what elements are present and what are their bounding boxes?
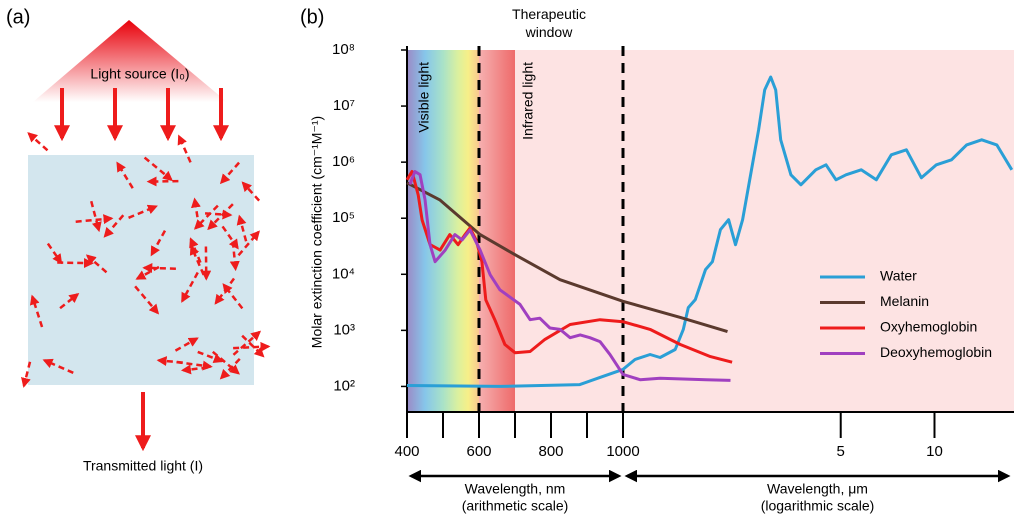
scatter-path [211,350,240,375]
x-tick-label: 5 [837,443,845,460]
scatter-path [116,161,134,189]
scatter-path [21,361,32,388]
scatter-path [134,285,160,315]
scatter-path [221,225,239,250]
series-line [406,181,728,334]
scatter-path [233,341,271,352]
scatter-path [103,214,125,238]
scatter-path [189,244,205,276]
scatter-path [229,241,240,272]
band [479,50,515,412]
scatter-path [232,330,262,356]
x-tick-label: 10 [926,443,943,460]
scatter-path [150,230,167,257]
x-tick-label: 800 [538,443,563,460]
scatter-path [189,237,202,264]
y-tick-label: 10⁷ [333,97,355,114]
scatter-path [57,258,95,269]
window-label: Therapeutic window [512,6,586,40]
scatter-path [75,214,114,225]
y-tick-label: 10⁴ [332,265,355,282]
scatter-path [204,209,233,220]
scatter-path [190,197,201,228]
panel-label: (b) [300,6,324,28]
transmitted-label: Transmitted light (I) [83,458,203,474]
scatter-path [90,200,102,233]
scatter-path [180,364,208,375]
scatter-path [181,271,199,303]
scatter-path [176,360,213,371]
band-ir-background [515,50,1014,412]
y-axis-label: Molar extinction coefficient (cm⁻¹M⁻¹) [309,116,325,348]
x-tick-label: 600 [466,443,491,460]
light-source [33,20,227,102]
y-tick-label: 10⁸ [332,41,355,58]
scatter-path [241,334,265,358]
series-line [408,170,731,382]
scatter-path [236,214,248,242]
y-tick-label: 10⁶ [332,153,355,170]
y-tick-label: 10² [333,377,355,394]
scatter-path [143,156,173,182]
panel-a: (a) Transmitted light (I) Light source (… [6,6,271,474]
legend-label: Oxyhemoglobin [880,319,977,335]
scatter-path [27,132,49,152]
x-axis-label: (arithmetic scale) [462,498,569,514]
x-axis-label: (logarithmic scale) [761,498,875,514]
scatter-path [42,358,74,374]
legend-label: Water [880,268,917,284]
scatter-path [29,294,44,328]
y-tick-label: 10⁵ [332,209,355,226]
panel-label: (a) [6,6,30,28]
legend-label: Melanin [880,293,929,309]
scatter-path [237,230,260,257]
source-label: Light source (I₀) [90,66,189,82]
tissue [28,155,254,385]
y-tick-label: 10³ [333,321,355,338]
scatter-path [174,337,199,352]
x-tick-label: 1000 [606,443,639,460]
x-axis-label: Wavelength, μm [767,481,868,497]
scatter-path [128,204,158,219]
x-axis-label: Wavelength, nm [465,481,566,497]
scatter-path [177,134,192,163]
band-label: Visible light [416,62,432,133]
scatter-path [142,263,176,273]
band-label: Infrared light [520,62,536,140]
scatter-path [193,204,219,230]
series-line [406,75,1014,388]
scatter-path [59,292,80,310]
legend-label: Deoxyhemoglobin [880,344,992,360]
x-tick-label: 400 [394,443,419,460]
scatter-path [214,277,236,305]
scatter-path [207,203,234,231]
scatter-path [46,242,63,265]
scatter-path [241,181,261,202]
scatter-path [197,350,224,363]
scatter-path [219,161,240,185]
